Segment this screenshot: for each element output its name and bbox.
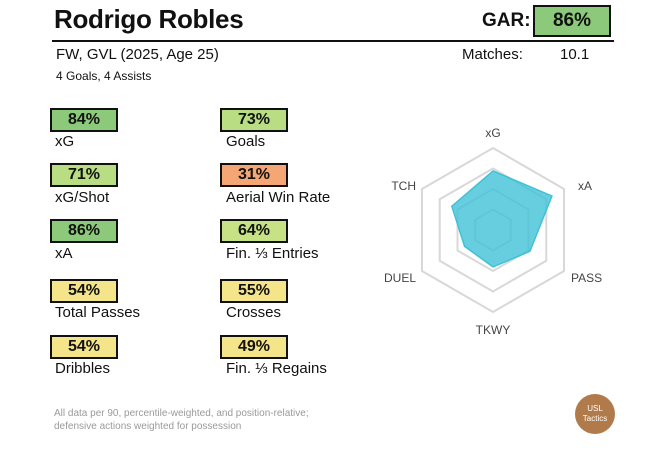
footnote-line-2: defensive actions weighted for possessio… (54, 421, 242, 432)
metric-label: Fin. ⅓ Entries (226, 245, 319, 262)
metric-value: 73% (220, 108, 288, 132)
usl-tactics-logo: USL Tactics (575, 394, 615, 434)
metric-value: 71% (50, 163, 118, 187)
gar-value: 86% (533, 5, 611, 37)
radar-axis-label: TCH (391, 179, 416, 193)
radar-chart: xG xA PASS TKWY DUEL TCH (384, 126, 602, 337)
metric-value: 64% (220, 219, 288, 243)
gar-label: GAR: (482, 10, 531, 31)
logo-line-2: Tactics (582, 414, 608, 423)
radar-labels: xG xA PASS TKWY DUEL TCH (384, 126, 602, 337)
metric-label: Fin. ⅓ Regains (226, 360, 327, 377)
matches-value: 10.1 (560, 46, 590, 63)
metric-label: xG (55, 133, 75, 150)
footnote-line-1: All data per 90, percentile-weighted, an… (54, 408, 309, 419)
radar-axis-label: DUEL (384, 271, 416, 285)
radar-shape (450, 170, 553, 268)
metric-label: xA (55, 245, 73, 262)
footnote: All data per 90, percentile-weighted, an… (54, 407, 374, 433)
metric-value: 49% (220, 335, 288, 359)
radar-axis-label: TKWY (476, 323, 511, 337)
metric-label: Total Passes (55, 304, 141, 321)
metric-label: Crosses (226, 304, 282, 321)
metric-label: xG/Shot (55, 189, 110, 206)
metric-label: Goals (226, 133, 266, 150)
metric-value: 31% (220, 163, 288, 187)
metric-value: 55% (220, 279, 288, 303)
radar-ring (420, 146, 566, 314)
metric-value: 86% (50, 219, 118, 243)
radar-axis-label: xG (485, 126, 500, 140)
goals-assists-summary: 4 Goals, 4 Assists (56, 69, 152, 83)
metric-value: 84% (50, 108, 118, 132)
logo-line-1: USL (587, 404, 603, 413)
metric-label: Aerial Win Rate (226, 189, 331, 206)
header-divider (52, 40, 614, 42)
metric-label: Dribbles (55, 360, 111, 377)
metric-value: 54% (50, 335, 118, 359)
metric-value: 54% (50, 279, 118, 303)
player-name: Rodrigo Robles (54, 4, 244, 34)
player-subtitle: FW, GVL (2025, Age 25) (56, 46, 219, 63)
matches-label: Matches: (462, 46, 523, 63)
radar-axis-label: PASS (571, 271, 602, 285)
radar-axis-label: xA (578, 179, 592, 193)
